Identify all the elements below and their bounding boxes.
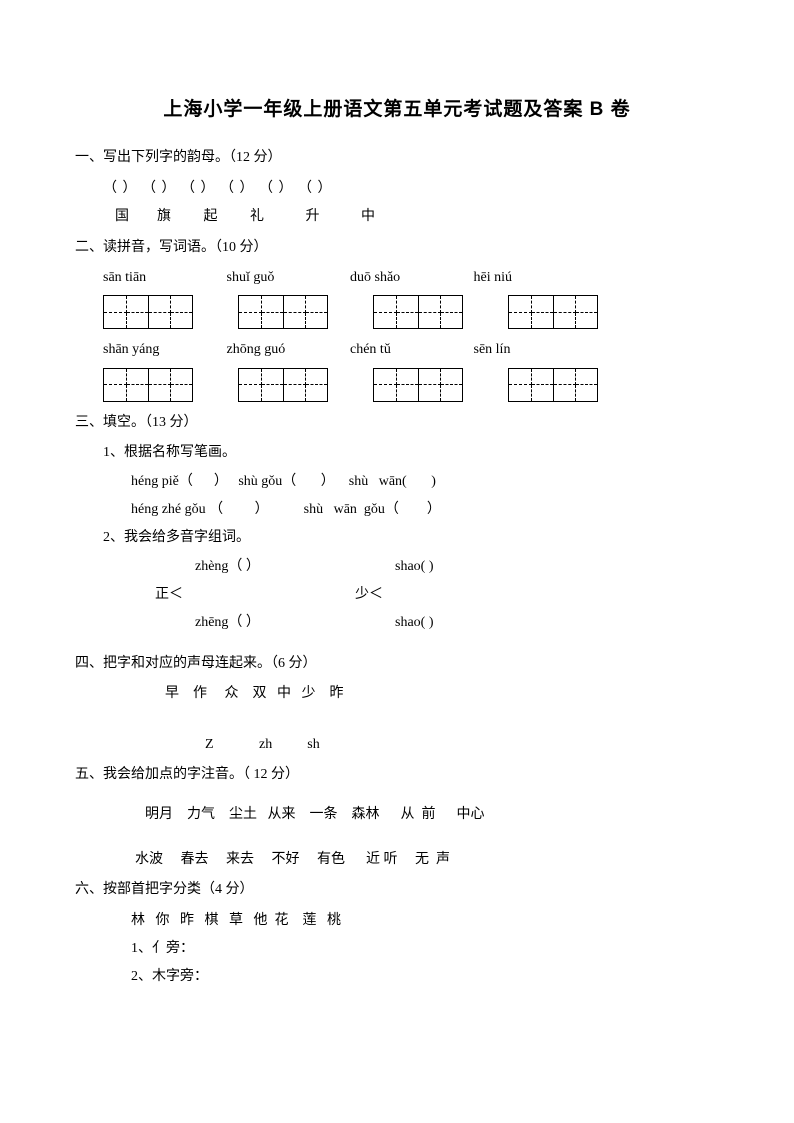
section-3-heading: 三、填空。（13 分） (75, 412, 719, 434)
section-1-parens: （ ） （ ） （ ） （ ） （ ） （ ） (75, 178, 719, 200)
writing-boxes-row-2 (75, 368, 719, 402)
section-3-line1b: héng zhé gǒu （ ） shù wān gǒu（ ） (75, 499, 719, 521)
section-3-sub2: 2、我会给多音字组词。 (75, 527, 719, 549)
writing-box (103, 295, 193, 329)
section-4-initials: Z zh sh (75, 734, 719, 756)
writing-boxes-row-1 (75, 295, 719, 329)
section-6-chars: 林 你 昨 棋 草 他 花 莲 桃 (75, 910, 719, 932)
section-3-sub1: 1、根据名称写笔画。 (75, 442, 719, 464)
pinyin-8: sēn lín (474, 339, 594, 361)
writing-box (508, 295, 598, 329)
section-5-line1: 明月 力气 尘土 从来 一条 森林 从 前 中心 (75, 804, 719, 826)
section-4-chars: 早 作 众 双 中 少 昨 (75, 683, 719, 705)
writing-box (103, 368, 193, 402)
pinyin-2: shuǐ guǒ (227, 267, 347, 289)
section-2-pinyin-row-1: sān tiān shuǐ guǒ duō shǎo hēi niú (75, 267, 719, 289)
section-5-line2: 水波 春去 来去 不好 有色 近 听 无 声 (75, 849, 719, 871)
section-6-heading: 六、按部首把字分类（4 分） (75, 879, 719, 901)
section-3-polyphonic-row3: zhēng（ ） shao( ) (75, 612, 719, 634)
section-3-polyphonic-row1: zhèng（ ） shao( ) (75, 556, 719, 578)
section-3-line1a: héng piě（ ） shù gǒu（ ） shù wān( ) (75, 471, 719, 493)
section-1-chars-text: 国 旗 起 礼 升 中 (115, 209, 376, 224)
pinyin-3: duō shǎo (350, 267, 470, 289)
writing-box (373, 368, 463, 402)
pinyin-6: zhōng guó (227, 339, 347, 361)
pinyin-5: shān yáng (103, 339, 223, 361)
page-title: 上海小学一年级上册语文第五单元考试题及答案 B 卷 (75, 95, 719, 125)
writing-box (373, 295, 463, 329)
shao-char: 少＜ (335, 584, 383, 606)
shao-1: shao( ) (335, 556, 434, 578)
zheng-1: zhèng（ ） (75, 556, 335, 578)
writing-box (238, 368, 328, 402)
writing-box (238, 295, 328, 329)
zheng-2: zhēng（ ） (75, 612, 335, 634)
pinyin-7: chén tǔ (350, 339, 470, 361)
section-4-heading: 四、把字和对应的声母连起来。（6 分） (75, 653, 719, 675)
zheng-char: 正＜ (75, 584, 335, 606)
shao-2: shao( ) (335, 612, 434, 634)
section-1-chars: 国 旗 起 礼 升 中 (75, 206, 719, 228)
section-2-heading: 二、读拼音，写词语。（10 分） (75, 237, 719, 259)
section-5-heading: 五、我会给加点的字注音。（ 12 分） (75, 764, 719, 786)
section-3-polyphonic-row2: 正＜ 少＜ (75, 584, 719, 606)
section-1-heading: 一、写出下列字的韵母。（12 分） (75, 147, 719, 169)
section-6-sub1: 1、亻旁： (75, 938, 719, 960)
writing-box (508, 368, 598, 402)
section-2-pinyin-row-2: shān yáng zhōng guó chén tǔ sēn lín (75, 339, 719, 361)
pinyin-1: sān tiān (103, 267, 223, 289)
section-6-sub2: 2、木字旁： (75, 966, 719, 988)
pinyin-4: hēi niú (474, 267, 594, 289)
